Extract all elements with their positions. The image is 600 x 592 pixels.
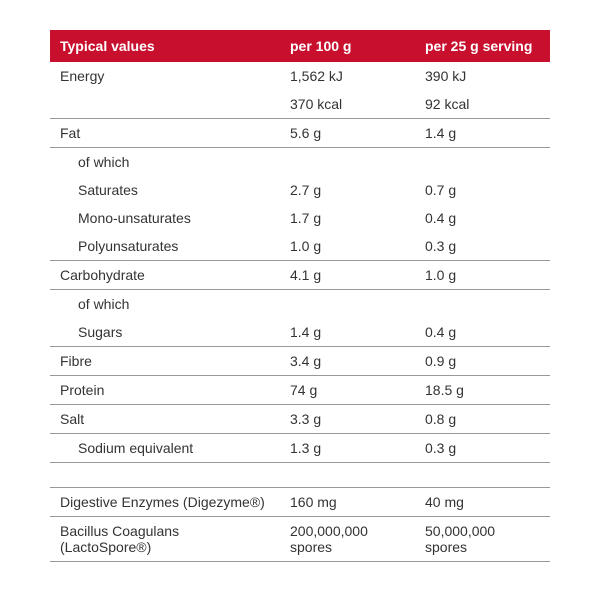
row-per-100g: 3.3 g (280, 405, 415, 434)
row-per-100g: 1,562 kJ (280, 62, 415, 90)
row-label: Polyunsaturates (50, 232, 280, 261)
row-label: Sodium equivalent (50, 434, 280, 463)
table-row: Saturates2.7 g0.7 g (50, 176, 550, 204)
table-row: 370 kcal92 kcal (50, 90, 550, 119)
row-label: Salt (50, 405, 280, 434)
row-label: Bacillus Coagulans (LactoSpore®) (50, 517, 280, 562)
row-label (50, 90, 280, 119)
row-per-serving (415, 148, 550, 177)
row-per-serving: 50,000,000 spores (415, 517, 550, 562)
row-per-100g: 370 kcal (280, 90, 415, 119)
row-per-100g: 4.1 g (280, 261, 415, 290)
table-row: Salt3.3 g0.8 g (50, 405, 550, 434)
row-per-100g: 1.3 g (280, 434, 415, 463)
spacer-cell (50, 463, 550, 488)
table-row: Polyunsaturates1.0 g0.3 g (50, 232, 550, 261)
row-label: Carbohydrate (50, 261, 280, 290)
row-per-serving: 18.5 g (415, 376, 550, 405)
row-per-serving: 390 kJ (415, 62, 550, 90)
row-per-serving: 1.4 g (415, 119, 550, 148)
row-label: Fat (50, 119, 280, 148)
row-per-100g (280, 290, 415, 319)
row-per-serving: 0.7 g (415, 176, 550, 204)
row-per-100g: 3.4 g (280, 347, 415, 376)
table-row: Fibre3.4 g0.9 g (50, 347, 550, 376)
table-header-row: Typical values per 100 g per 25 g servin… (50, 30, 550, 62)
table-row: Protein74 g18.5 g (50, 376, 550, 405)
row-per-serving: 40 mg (415, 488, 550, 517)
row-per-serving: 1.0 g (415, 261, 550, 290)
row-per-serving (415, 290, 550, 319)
table-row: Energy1,562 kJ390 kJ (50, 62, 550, 90)
row-label: Digestive Enzymes (Digezyme®) (50, 488, 280, 517)
row-label: Energy (50, 62, 280, 90)
nutrition-table: Typical values per 100 g per 25 g servin… (50, 30, 550, 562)
row-per-serving: 0.4 g (415, 318, 550, 347)
table-row: Fat5.6 g1.4 g (50, 119, 550, 148)
table-row: Sugars1.4 g0.4 g (50, 318, 550, 347)
row-per-serving: 0.4 g (415, 204, 550, 232)
table-row: Digestive Enzymes (Digezyme®)160 mg40 mg (50, 488, 550, 517)
table-row (50, 463, 550, 488)
row-per-100g: 1.7 g (280, 204, 415, 232)
row-label: Saturates (50, 176, 280, 204)
table-row: of which (50, 148, 550, 177)
row-per-100g: 5.6 g (280, 119, 415, 148)
row-per-100g: 2.7 g (280, 176, 415, 204)
row-per-100g: 74 g (280, 376, 415, 405)
table-row: of which (50, 290, 550, 319)
row-per-100g: 1.0 g (280, 232, 415, 261)
nutrition-table-container: Typical values per 100 g per 25 g servin… (50, 30, 550, 562)
row-per-100g: 160 mg (280, 488, 415, 517)
row-per-100g (280, 148, 415, 177)
row-per-serving: 0.3 g (415, 434, 550, 463)
row-label: Fibre (50, 347, 280, 376)
table-row: Sodium equivalent1.3 g0.3 g (50, 434, 550, 463)
row-label: Sugars (50, 318, 280, 347)
row-label: Protein (50, 376, 280, 405)
row-per-serving: 0.9 g (415, 347, 550, 376)
header-typical-values: Typical values (50, 30, 280, 62)
table-row: Mono-unsaturates1.7 g0.4 g (50, 204, 550, 232)
table-row: Carbohydrate4.1 g1.0 g (50, 261, 550, 290)
header-per-100g: per 100 g (280, 30, 415, 62)
header-per-serving: per 25 g serving (415, 30, 550, 62)
row-label: of which (50, 148, 280, 177)
row-label: of which (50, 290, 280, 319)
row-per-100g: 1.4 g (280, 318, 415, 347)
row-per-serving: 0.8 g (415, 405, 550, 434)
row-per-serving: 92 kcal (415, 90, 550, 119)
row-label: Mono-unsaturates (50, 204, 280, 232)
table-row: Bacillus Coagulans (LactoSpore®)200,000,… (50, 517, 550, 562)
row-per-100g: 200,000,000 spores (280, 517, 415, 562)
table-body: Energy1,562 kJ390 kJ370 kcal92 kcalFat5.… (50, 62, 550, 562)
row-per-serving: 0.3 g (415, 232, 550, 261)
